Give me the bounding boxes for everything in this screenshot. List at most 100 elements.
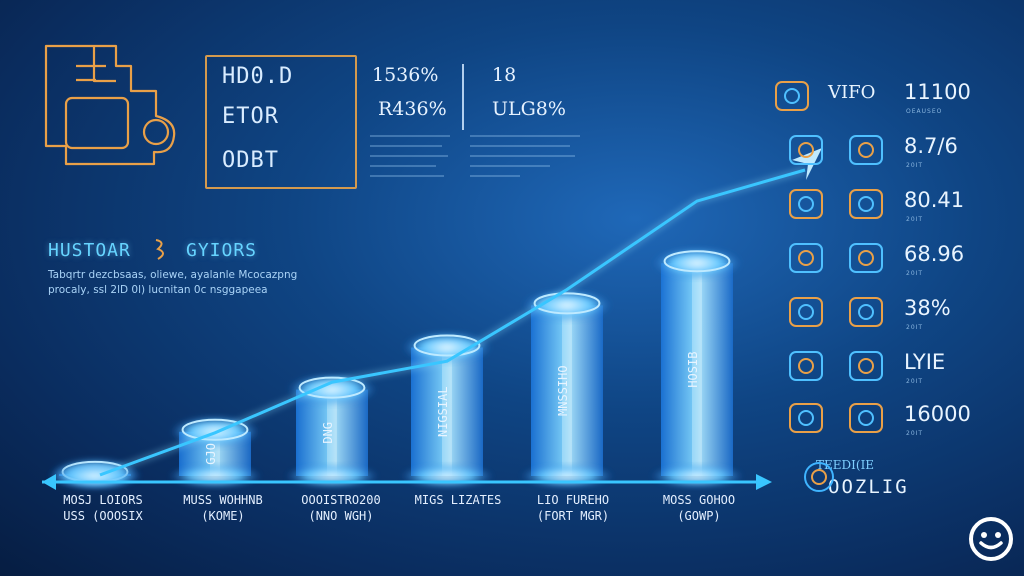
icon-frame [775,81,809,111]
bar-highlight [442,347,452,476]
icon-core [858,196,874,212]
bar-base-glow [285,464,379,488]
bar-4: NIGSIAL [400,331,494,488]
logo-icon [44,44,176,166]
pill-icon-secondary [789,351,823,381]
icon-core [858,250,874,266]
category-label-line: (FORT MGR) [536,509,610,523]
bar-body [531,305,603,476]
icon-frame [789,135,823,165]
icon-core [784,88,800,104]
bar-2: GJO [168,415,262,488]
category-label: OOOISTRO200 (NNO WGH) [278,492,404,524]
bar-cap-ring [181,418,249,441]
swirl-icon [155,239,164,260]
bar-highlight [210,431,220,476]
chat-bubble-icon-secondary [789,135,823,165]
globe-icon [804,462,834,492]
category-label-line: LIO FUREHO [536,493,610,507]
bar-label: DNG [321,422,335,444]
icon-core [798,358,814,374]
right-row-value: 8.7/6 [904,134,958,158]
header-line-2: ETOR [222,104,279,129]
bar-cap-glow [402,331,492,364]
category-label: MOSJ LOIORS USS (OOOSIX [40,492,166,524]
bar-cap-ring [663,250,731,273]
right-row-sub: 20IT [906,162,924,169]
shield-icon [849,403,883,433]
right-row-value: 16000 [904,402,971,426]
right-row-sub: 20IT [906,430,924,437]
icon-frame [849,135,883,165]
bar-highlight [692,263,702,476]
plant-icon [849,243,883,273]
category-label-line: (GOWP) [677,509,721,523]
category-label-line: USS (OOOSIX [63,509,143,523]
right-row-sub: 20IT [906,216,924,223]
bar-highlight [562,305,572,476]
satellite-dish-icon [775,81,809,111]
bar-label: NIGSIAL [436,386,450,437]
right-row-sub: 20IT [906,270,924,277]
right-row-value: LYIE [904,350,946,374]
section-title-right: GYIORS [186,240,258,261]
icon-frame [849,243,883,273]
description-line-1: Tabqrtr dezcbsaas, oliewe, ayalanle Mcoc… [48,269,298,281]
icon-core [798,142,814,158]
right-row-value: 68.96 [904,242,965,266]
smiley-badge-icon [969,517,1013,561]
stat-col2-b: ULG8% [492,98,566,120]
bar-base-glow [168,464,262,488]
icon-frame [849,351,883,381]
right-row-value: 38% [904,296,951,320]
right-row-sub: 20IT [906,324,924,331]
icon-core [858,410,874,426]
right-row-text: VIFO [828,82,876,103]
icon-frame [789,243,823,273]
header-line-3: ODBT [222,148,279,173]
trend-arrowhead-icon [792,148,822,180]
category-label-line: MUSS WOHHNB [183,493,263,507]
x-axis-right-arrow [756,474,772,490]
pencil-icon-secondary [789,297,823,327]
icon-frame [789,403,823,433]
shield-icon-secondary [789,403,823,433]
icon-core [858,358,874,374]
stat-col2-a: 18 [492,64,517,86]
category-label-line: (NNO WGH) [308,509,374,523]
category-label-line: MIGS LIZATES [414,493,502,507]
bar-highlight [327,389,337,476]
fine-print-block [370,135,580,177]
icon-frame [849,189,883,219]
category-label-line: (KOME) [201,509,245,523]
bar-cap-glow [652,247,742,280]
pill-icon [849,351,883,381]
bar-body [661,263,733,476]
header-panel [205,55,357,189]
bar-label: HOSIB [686,352,700,388]
category-label: MOSS GOHOO (GOWP) [636,492,762,524]
bar-label: MNSSIHO [556,365,570,416]
x-axis-left-arrow [42,474,56,490]
category-label: LIO FUREHO (FORT MGR) [510,492,636,524]
icon-frame [789,189,823,219]
bar-3: DNG [285,373,379,488]
icon-frame [789,351,823,381]
icon-frame [849,297,883,327]
category-label-line: OOOISTRO200 [301,493,381,507]
icon-core [798,304,814,320]
icon-frame [849,403,883,433]
bar-cap-glow [522,289,612,322]
right-row-value: 11100 [904,80,971,104]
envelope-icon-secondary [789,189,823,219]
bar-5: MNSSIHO [520,289,614,488]
header-line-1: HD0.D [222,64,294,89]
bar-6: HOSIB [650,247,744,488]
right-row-value: 80.41 [904,188,965,212]
bar-base-glow [520,464,614,488]
trend-line [99,168,806,477]
pencil-icon [849,297,883,327]
icon-core [858,142,874,158]
chat-bubble-icon [849,135,883,165]
